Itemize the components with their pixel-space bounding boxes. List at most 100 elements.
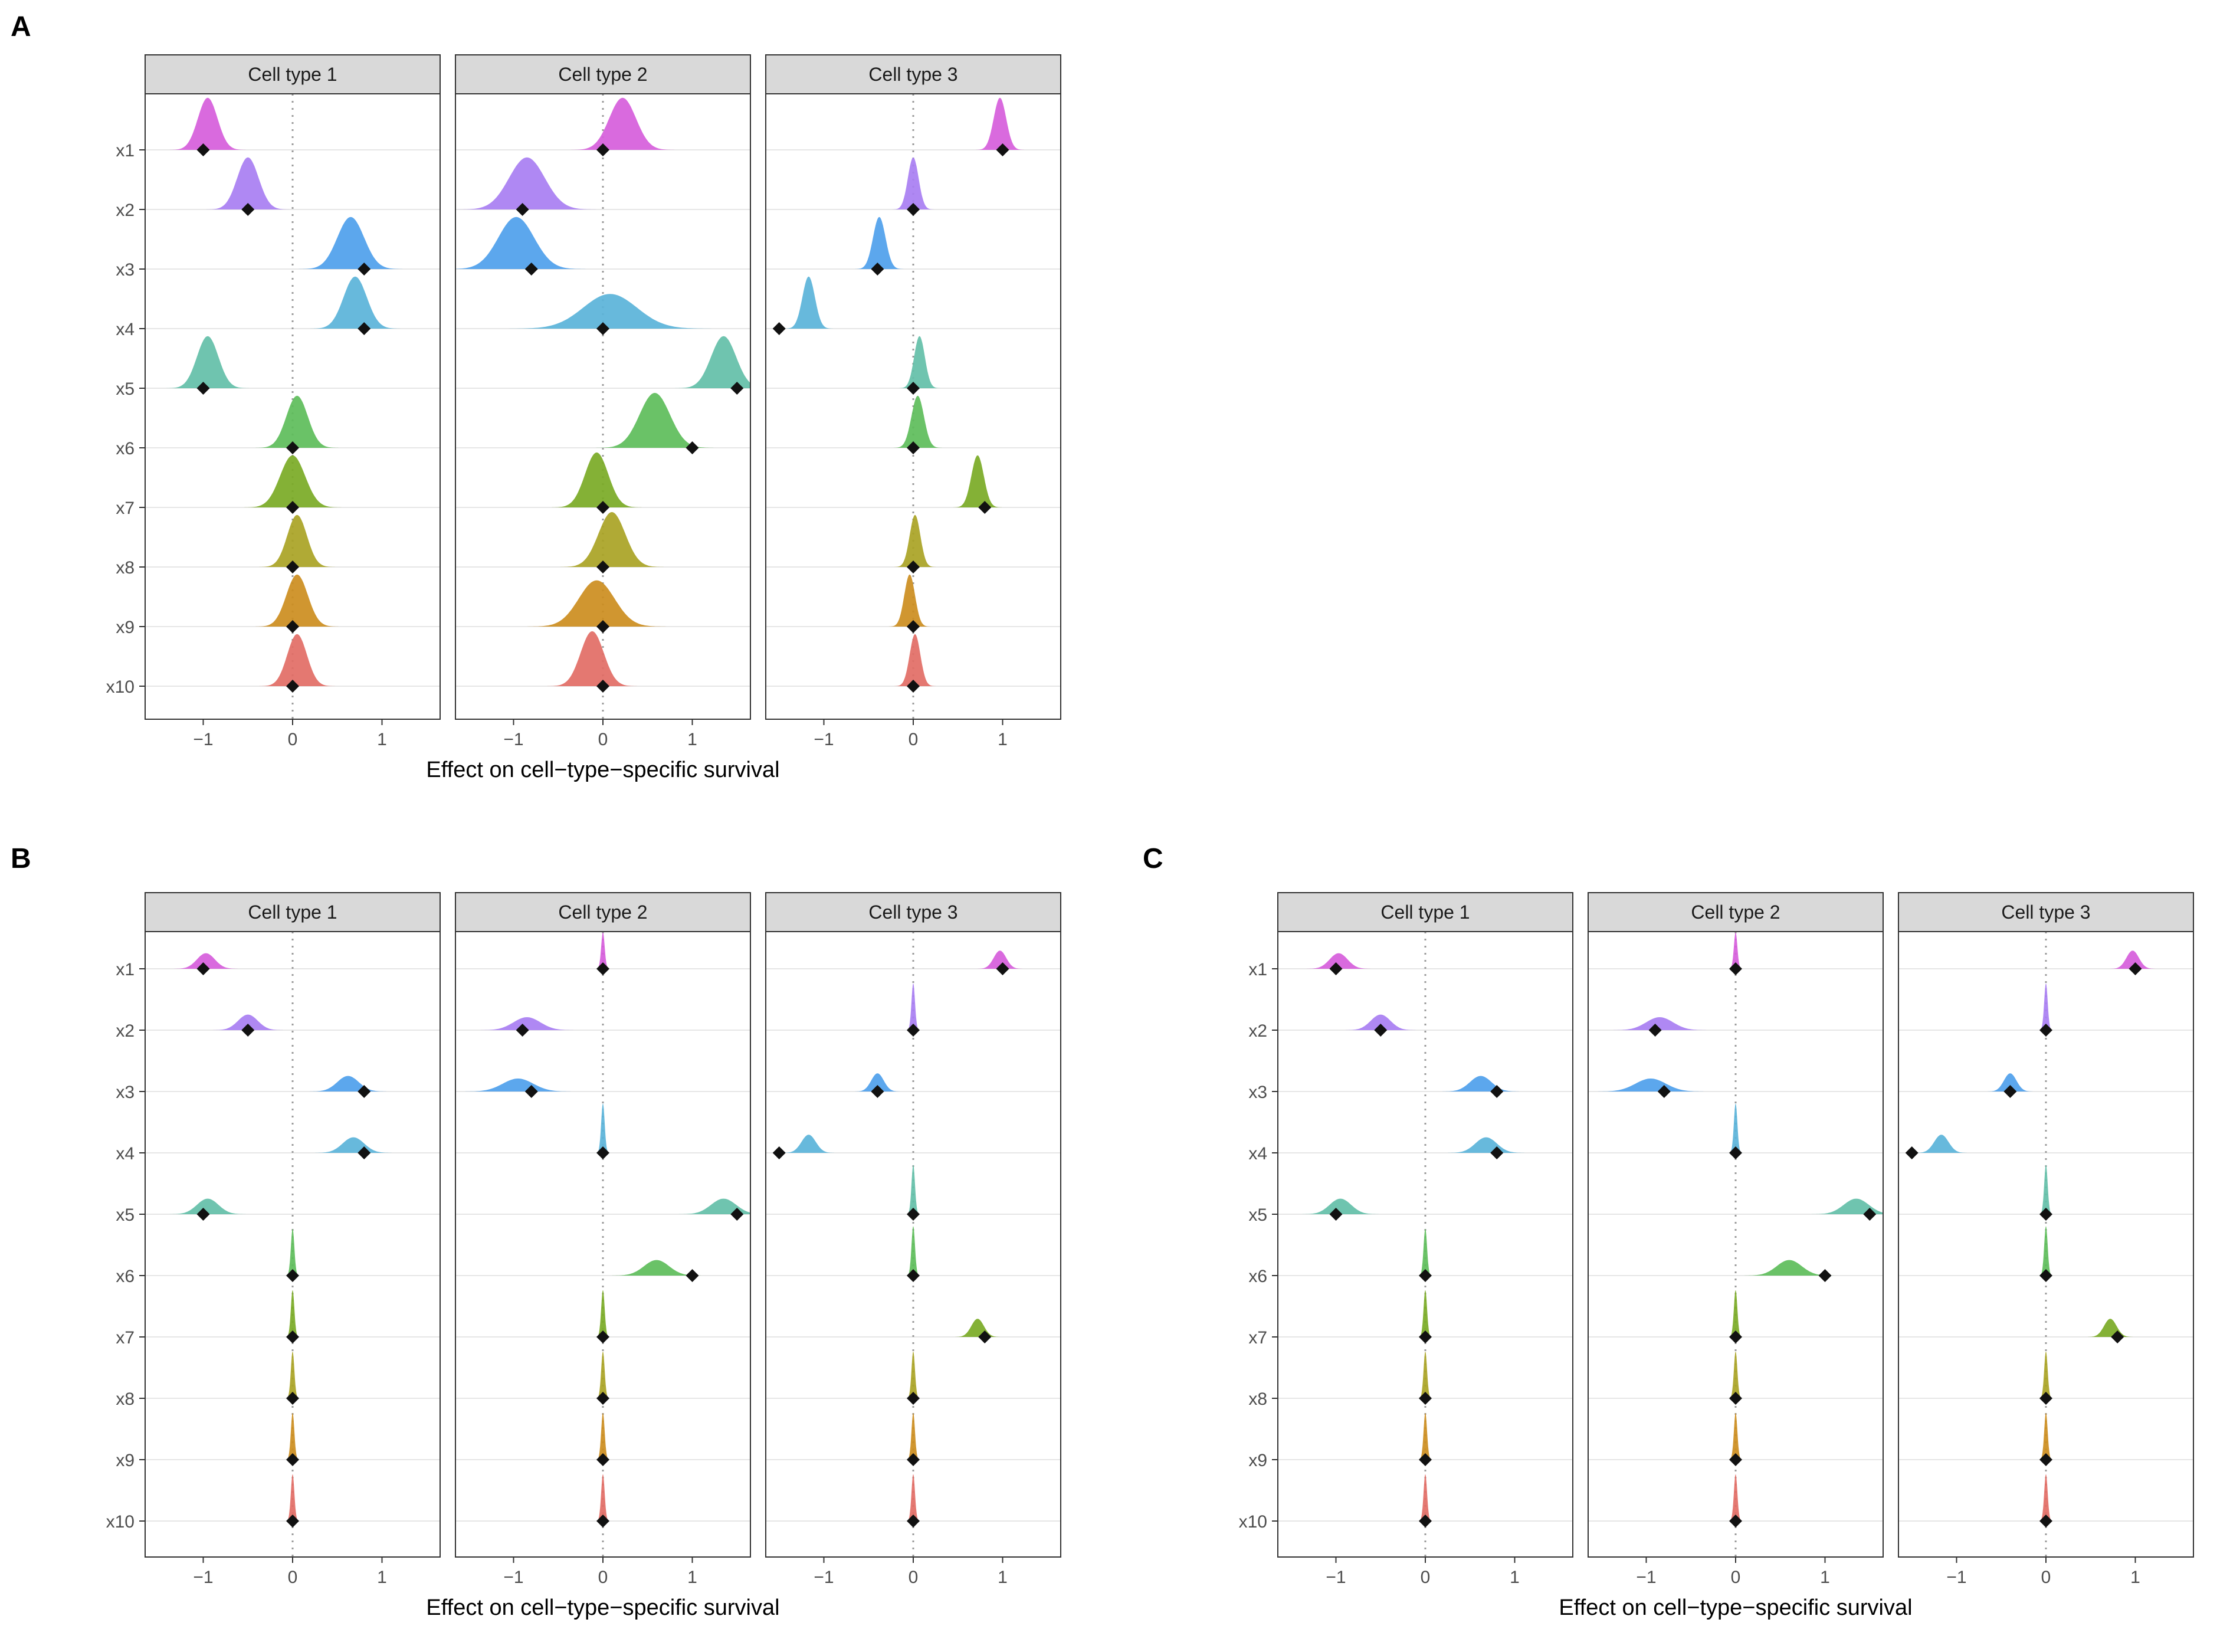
facet-3: Cell type 3 −1 0 1 <box>1898 892 2194 1587</box>
truth-marker-x9 <box>1419 1453 1432 1466</box>
facet-strip-label: Cell type 1 <box>248 902 337 923</box>
truth-marker-x6 <box>907 1269 920 1282</box>
x-tick-label: 1 <box>998 1568 1008 1587</box>
panel-letter-c: C <box>1143 843 1163 874</box>
truth-marker-x8 <box>596 1392 609 1405</box>
truth-marker-x8 <box>1729 1392 1742 1405</box>
truth-marker-x2 <box>241 203 255 216</box>
ridge-x2 <box>2038 983 2054 1030</box>
truth-marker-x8 <box>907 1392 920 1405</box>
y-tick-label-x4: x4 <box>116 320 135 339</box>
truth-marker-x4 <box>1729 1146 1742 1159</box>
facet-strip-label: Cell type 3 <box>868 64 957 85</box>
ridge-x7 <box>595 1290 611 1337</box>
facet-3: Cell type 3 −1 0 1 <box>765 892 1061 1587</box>
ridge-x6 <box>285 1228 300 1276</box>
facet-2: Cell type 2 −1 0 1 <box>455 54 751 749</box>
ridge-x3 <box>457 1079 579 1092</box>
y-tick-label-x10: x10 <box>1239 1512 1267 1532</box>
truth-marker-x2 <box>1648 1024 1662 1037</box>
x-axis-title: Effect on cell−type−specific survival <box>426 758 779 782</box>
truth-marker-x1 <box>196 143 210 156</box>
ridge-x7 <box>1418 1290 1433 1337</box>
y-tick-label-x9: x9 <box>116 618 135 637</box>
truth-marker-x9 <box>596 620 609 633</box>
truth-marker-x3 <box>524 263 538 276</box>
truth-marker-x3 <box>871 263 884 276</box>
truth-marker-x7 <box>596 501 609 514</box>
ridge-x3 <box>455 217 588 269</box>
x-tick-label: 1 <box>998 730 1008 749</box>
truth-marker-x10 <box>596 1515 609 1528</box>
ridge-x8 <box>595 1351 611 1398</box>
ridge-x2 <box>906 983 921 1030</box>
ridge-x5 <box>898 336 941 388</box>
truth-marker-x10 <box>1729 1515 1742 1528</box>
y-tick-label-x1: x1 <box>116 141 135 160</box>
y-tick-label-x7: x7 <box>116 1328 135 1348</box>
truth-marker-x3 <box>358 263 371 276</box>
truth-marker-x8 <box>1419 1392 1432 1405</box>
facet-strip-label: Cell type 1 <box>248 64 337 85</box>
facet-3: Cell type 3 −1 0 1 <box>765 54 1061 749</box>
ridge-x3 <box>297 217 405 269</box>
ridge-x8 <box>1418 1351 1433 1398</box>
truth-marker-x7 <box>978 501 992 514</box>
truth-marker-x4 <box>358 322 371 335</box>
facet-strip-label: Cell type 2 <box>558 902 647 923</box>
truth-marker-x2 <box>241 1024 255 1037</box>
y-tick-label-x1: x1 <box>116 960 135 979</box>
x-tick-label: 0 <box>598 730 608 749</box>
x-tick-label: −1 <box>1636 1568 1656 1587</box>
ridge-x7 <box>952 1319 1003 1337</box>
ridge-x4 <box>1913 1135 1970 1153</box>
ridge-x9 <box>254 574 340 627</box>
ridge-x5 <box>673 1198 750 1214</box>
ridge-x10 <box>893 634 937 686</box>
truth-marker-x2 <box>1374 1024 1388 1037</box>
ridge-x9 <box>906 1412 921 1460</box>
truth-marker-x5 <box>2039 1208 2052 1221</box>
truth-marker-x3 <box>1657 1085 1671 1098</box>
ridge-x2 <box>205 157 291 209</box>
y-tick-label-x5: x5 <box>116 379 135 399</box>
ridge-x1 <box>1728 932 1743 969</box>
facet-strip <box>1898 892 2194 932</box>
ridge-x7 <box>2085 1319 2136 1337</box>
ridge-x4 <box>780 1135 838 1153</box>
x-tick-label: 0 <box>2041 1568 2051 1587</box>
ridge-x2 <box>208 1014 287 1030</box>
x-tick-label: −1 <box>1946 1568 1966 1587</box>
x-tick-label: −1 <box>193 1568 213 1587</box>
facet-strip-label: Cell type 2 <box>558 64 647 85</box>
ridge-x2 <box>1606 1017 1714 1030</box>
y-tick-label-x5: x5 <box>1248 1205 1267 1225</box>
ridge-x5 <box>906 1165 921 1214</box>
truth-marker-x2 <box>516 203 529 216</box>
truth-marker-x5 <box>907 382 920 395</box>
x-tick-label: −1 <box>193 730 213 749</box>
x-tick-label: 0 <box>1731 1568 1741 1587</box>
truth-marker-x4 <box>772 322 786 335</box>
x-axis-title: Effect on cell−type−specific survival <box>1559 1595 1912 1620</box>
ridge-x6 <box>2038 1226 2054 1276</box>
facet-1: Cell type 1 −1 0 1 <box>145 54 441 749</box>
y-tick-label-x2: x2 <box>116 201 135 220</box>
truth-marker-x3 <box>1490 1085 1504 1098</box>
ridge-x1 <box>1303 953 1375 969</box>
x-tick-label: 1 <box>1510 1568 1520 1587</box>
facet-1: Cell type 1 −1 0 1 <box>1277 892 1573 1587</box>
x-tick-label: 1 <box>377 730 387 749</box>
truth-marker-x8 <box>286 1392 299 1405</box>
x-tick-label: −1 <box>1326 1568 1346 1587</box>
ridge-x4 <box>309 276 402 329</box>
truth-marker-x10 <box>907 680 920 693</box>
truth-marker-x9 <box>907 620 920 633</box>
truth-marker-x6 <box>286 1269 299 1282</box>
ridge-x1 <box>975 97 1025 150</box>
facet-strip <box>1277 892 1573 932</box>
ridge-x1 <box>569 97 677 150</box>
truth-marker-x6 <box>286 441 299 454</box>
panel-letter-a: A <box>11 11 31 42</box>
